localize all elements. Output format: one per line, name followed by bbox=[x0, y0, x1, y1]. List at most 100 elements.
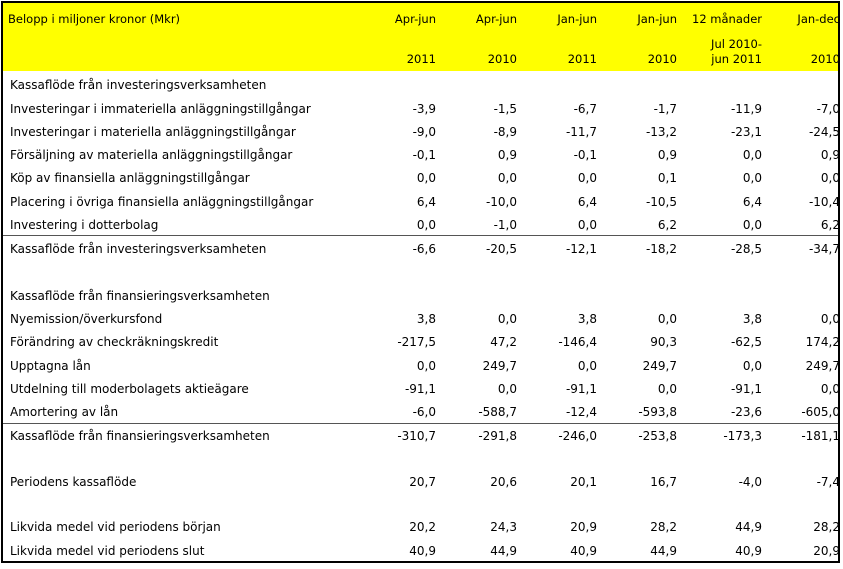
table-row: Upptagna lån 0,0 249,7 0,0 249,7 0,0 249,7 bbox=[3, 355, 838, 377]
cell-value: 0,0 bbox=[416, 171, 436, 185]
cell-value: 249,7 bbox=[482, 359, 517, 373]
cell-value: 28,2 bbox=[650, 520, 677, 534]
cell-value: -24,5 bbox=[808, 125, 840, 139]
cell-value: -588,7 bbox=[478, 405, 517, 419]
cell-value: -11,7 bbox=[565, 125, 597, 139]
cell-value: 16,7 bbox=[650, 475, 677, 489]
col-1-year: 2011 bbox=[406, 52, 436, 66]
cell-value: 0,9 bbox=[820, 148, 840, 162]
cell-value: 0,1 bbox=[657, 171, 677, 185]
table-row: Försäljning av materiella anläggningstil… bbox=[3, 144, 838, 166]
cell-value: 249,7 bbox=[805, 359, 840, 373]
cell-value: -23,6 bbox=[730, 405, 762, 419]
cell-value: 20,7 bbox=[409, 475, 436, 489]
cell-value: 249,7 bbox=[642, 359, 677, 373]
row-label: Försäljning av materiella anläggningstil… bbox=[10, 148, 293, 162]
cell-value: 0,0 bbox=[577, 359, 597, 373]
cell-value: 0,0 bbox=[820, 312, 840, 326]
row-label: Nyemission/överkursfond bbox=[10, 312, 163, 326]
cell-value: 0,0 bbox=[577, 218, 597, 232]
cell-value: 0,0 bbox=[416, 218, 436, 232]
cell-value: -8,9 bbox=[493, 125, 517, 139]
cell-value: -91,1 bbox=[404, 382, 436, 396]
cell-value: -6,7 bbox=[573, 102, 597, 116]
cell-value: 0,0 bbox=[657, 312, 677, 326]
cell-value: -62,5 bbox=[730, 335, 762, 349]
cell-value: -1,0 bbox=[493, 218, 517, 232]
cell-value: 0,0 bbox=[577, 171, 597, 185]
cell-value: -246,0 bbox=[558, 429, 597, 443]
cell-value: 44,9 bbox=[490, 544, 517, 558]
cell-value: -18,2 bbox=[645, 242, 677, 256]
table-row: Likvida medel vid periodens början 20,2 24… bbox=[3, 516, 838, 538]
cell-value: -0,1 bbox=[412, 148, 436, 162]
cell-value: -7,4 bbox=[816, 475, 840, 489]
row-label: Kassaflöde från finansieringsverksamhete… bbox=[10, 429, 270, 443]
cell-value: 44,9 bbox=[650, 544, 677, 558]
cell-value: -91,1 bbox=[730, 382, 762, 396]
cell-value: -0,1 bbox=[573, 148, 597, 162]
col-2-period: Apr-jun bbox=[475, 12, 517, 26]
col-6-year: 2010 bbox=[810, 52, 840, 66]
cell-value: 20,6 bbox=[490, 475, 517, 489]
cell-value: -6,6 bbox=[412, 242, 436, 256]
cell-value: -12,4 bbox=[565, 405, 597, 419]
cell-value: -605,0 bbox=[801, 405, 840, 419]
cell-value: -20,5 bbox=[485, 242, 517, 256]
cell-value: 6,2 bbox=[820, 218, 840, 232]
cell-value: -91,1 bbox=[565, 382, 597, 396]
table-header: Belopp i miljoner kronor (Mkr) Apr-jun 2… bbox=[3, 3, 838, 71]
cell-value: 40,9 bbox=[409, 544, 436, 558]
cell-value: 0,0 bbox=[742, 171, 762, 185]
row-label: Placering i övriga finansiella anläggnin… bbox=[10, 195, 314, 209]
cell-value: 0,0 bbox=[820, 171, 840, 185]
cell-value: 3,8 bbox=[416, 312, 436, 326]
cell-value: -10,0 bbox=[485, 195, 517, 209]
subtotal-rule bbox=[3, 235, 838, 236]
cell-value: -11,9 bbox=[730, 102, 762, 116]
cell-value: 0,0 bbox=[416, 359, 436, 373]
cell-value: 0,0 bbox=[497, 382, 517, 396]
table-row: Investering i dotterbolag 0,0 -1,0 0,0 6,2 0,… bbox=[3, 214, 838, 236]
cell-value: 6,4 bbox=[742, 195, 762, 209]
table-row: Amortering av lån -6,0 -588,7 -12,4 -593,8 -2… bbox=[3, 401, 838, 423]
row-label: Investering i dotterbolag bbox=[10, 218, 159, 232]
cell-value: 20,2 bbox=[409, 520, 436, 534]
subtotal-rule bbox=[3, 423, 838, 424]
cell-value: 174,2 bbox=[805, 335, 840, 349]
cell-value: 40,9 bbox=[735, 544, 762, 558]
cell-value: 6,4 bbox=[577, 195, 597, 209]
cell-value: 24,3 bbox=[490, 520, 517, 534]
cell-value: -253,8 bbox=[638, 429, 677, 443]
cell-value: -10,5 bbox=[645, 195, 677, 209]
cell-value: 20,9 bbox=[570, 520, 597, 534]
cell-value: -593,8 bbox=[638, 405, 677, 419]
cell-value: -1,5 bbox=[493, 102, 517, 116]
col-1-period: Apr-jun bbox=[394, 12, 436, 26]
col-4-period: Jan-jun bbox=[637, 12, 677, 26]
cell-value: -291,8 bbox=[478, 429, 517, 443]
cell-value: 0,0 bbox=[657, 382, 677, 396]
cell-value: 0,0 bbox=[742, 359, 762, 373]
col-5-period: 12 månader bbox=[692, 12, 762, 26]
cell-value: -7,0 bbox=[816, 102, 840, 116]
table-row: Kassaflöde från investeringsverksamheten… bbox=[3, 238, 838, 260]
cell-value: -1,7 bbox=[653, 102, 677, 116]
table-row: Kassaflöde från finansieringsverksamhete… bbox=[3, 285, 838, 307]
cell-value: 6,2 bbox=[657, 218, 677, 232]
table-row: Periodens kassaflöde 20,7 20,6 20,1 16,7 -4,0… bbox=[3, 471, 838, 493]
row-label: Likvida medel vid periodens början bbox=[10, 520, 221, 534]
col-5-subperiod: Jul 2010- bbox=[711, 37, 762, 51]
cell-value: -9,0 bbox=[412, 125, 436, 139]
table-row: Kassaflöde från finansieringsverksamhete… bbox=[3, 425, 838, 447]
row-label: Kassaflöde från investeringsverksamheten bbox=[10, 242, 267, 256]
table-row: Likvida medel vid periodens slut 40,9 44,9… bbox=[3, 540, 838, 561]
cell-value: 0,9 bbox=[497, 148, 517, 162]
cell-value: -181,1 bbox=[801, 429, 840, 443]
col-4-year: 2010 bbox=[647, 52, 677, 66]
table-row: Investeringar i immateriella anläggnings… bbox=[3, 98, 838, 120]
row-label: Köp av finansiella anläggningstillgångar bbox=[10, 171, 250, 185]
row-label: Utdelning till moderbolagets aktieägare bbox=[10, 382, 249, 396]
col-2-year: 2010 bbox=[487, 52, 517, 66]
row-label: Kassaflöde från finansieringsverksamhete… bbox=[10, 289, 270, 303]
